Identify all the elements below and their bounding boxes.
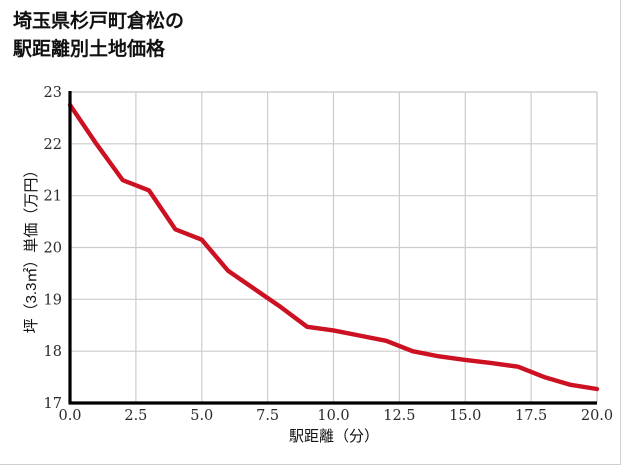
- plot-border: [70, 91, 598, 403]
- y-tick-label: 21: [44, 189, 62, 205]
- chart-title: 埼玉県杉戸町倉松の 駅距離別土地価格: [13, 11, 185, 60]
- series-line-0: [67, 102, 600, 392]
- x-tick-label: 15.0: [449, 408, 481, 424]
- x-axis-tick-labels: 0.0 2.5 5.0 7.5 10.0 12.5 15.0 17.5 20.0: [58, 408, 613, 424]
- y-tick-label: 17: [44, 396, 62, 412]
- x-tick-label: 5.0: [190, 408, 213, 424]
- x-tick-label: 10.0: [317, 408, 349, 424]
- y-tick-label: 19: [44, 292, 62, 308]
- x-tick-label: 20.0: [581, 408, 613, 424]
- x-tick-label: 0.0: [58, 408, 81, 424]
- y-axis-title: 坪（3.3㎡）単価（万円）: [23, 163, 40, 334]
- y-tick-label: 18: [44, 344, 62, 360]
- x-tick-label: 12.5: [383, 408, 415, 424]
- axis-lines: [68, 91, 597, 405]
- x-tick-label: 7.5: [256, 408, 279, 424]
- data-series-group: [67, 102, 600, 392]
- x-tick-label: 17.5: [515, 408, 547, 424]
- y-tick-label: 23: [44, 85, 62, 101]
- gridlines: [69, 91, 598, 404]
- x-axis-title: 駅距離（分）: [289, 427, 379, 445]
- y-tick-label: 20: [44, 241, 62, 257]
- y-axis-tick-labels: 17 18 19 20 21 22 23: [44, 85, 62, 412]
- y-tick-label: 22: [44, 137, 62, 153]
- x-tick-label: 2.5: [124, 408, 147, 424]
